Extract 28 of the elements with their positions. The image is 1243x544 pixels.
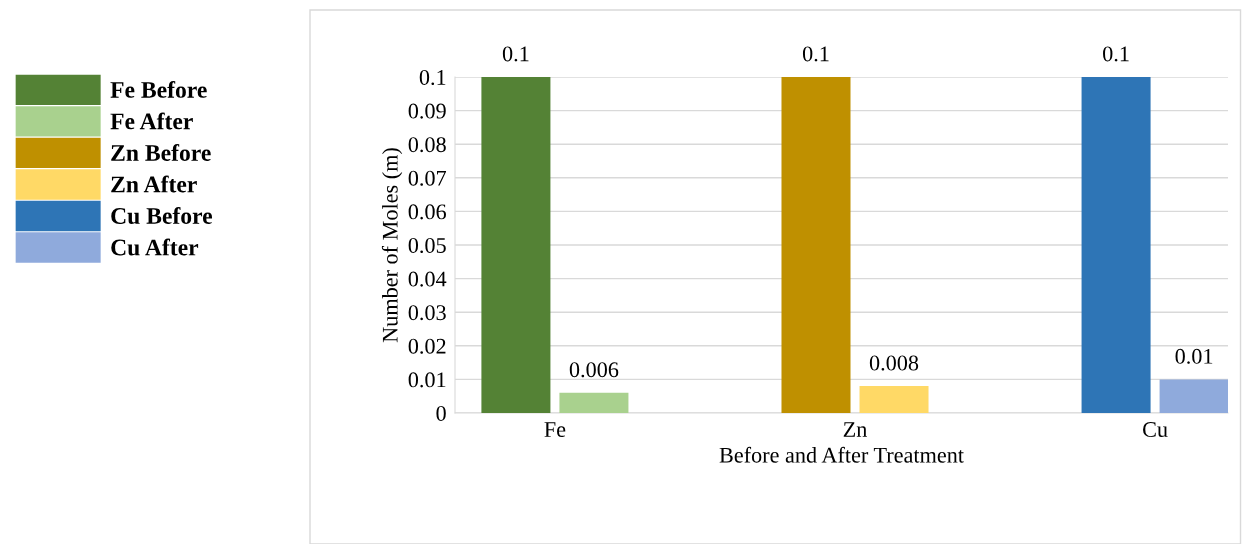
y-tick-label: 0.09 bbox=[408, 103, 446, 119]
x-tick-label: Zn bbox=[843, 422, 868, 437]
y-tick-label: 0.03 bbox=[408, 305, 446, 321]
y-tick-label: 0.06 bbox=[408, 204, 446, 220]
data-label: 0.1 bbox=[502, 46, 529, 62]
legend-label: Zn Before bbox=[111, 144, 211, 161]
y-tick-label: 0.07 bbox=[408, 170, 447, 186]
y-tick-label: 0.1 bbox=[419, 69, 446, 86]
legend-label: Zn After bbox=[111, 175, 197, 193]
y-tick-label: 0.08 bbox=[408, 137, 446, 153]
x-tick-label: Cu bbox=[1143, 422, 1168, 437]
y-axis-title: Number of Moles (m) bbox=[381, 148, 403, 343]
data-label: 0.008 bbox=[869, 355, 919, 371]
data-label: 0.1 bbox=[1103, 46, 1129, 62]
x-axis-title: Before and After Treatment bbox=[719, 446, 964, 463]
y-tick-label: 0.04 bbox=[408, 271, 447, 287]
y-tick-label: 0.02 bbox=[408, 338, 446, 354]
legend-label: Cu Before bbox=[111, 207, 213, 224]
legend-label: Fe Before bbox=[110, 81, 207, 98]
data-label: 0.006 bbox=[569, 362, 619, 378]
y-tick-label: 0.05 bbox=[408, 237, 446, 254]
data-label: 0.1 bbox=[802, 46, 829, 62]
legend-label: Cu After bbox=[111, 238, 199, 256]
y-tick-label: 0 bbox=[436, 405, 446, 421]
y-tick-label: 0.01 bbox=[408, 372, 446, 388]
data-label: 0.01 bbox=[1175, 348, 1213, 364]
x-tick-label: Fe bbox=[544, 422, 566, 437]
legend-label: Fe After bbox=[110, 112, 193, 130]
